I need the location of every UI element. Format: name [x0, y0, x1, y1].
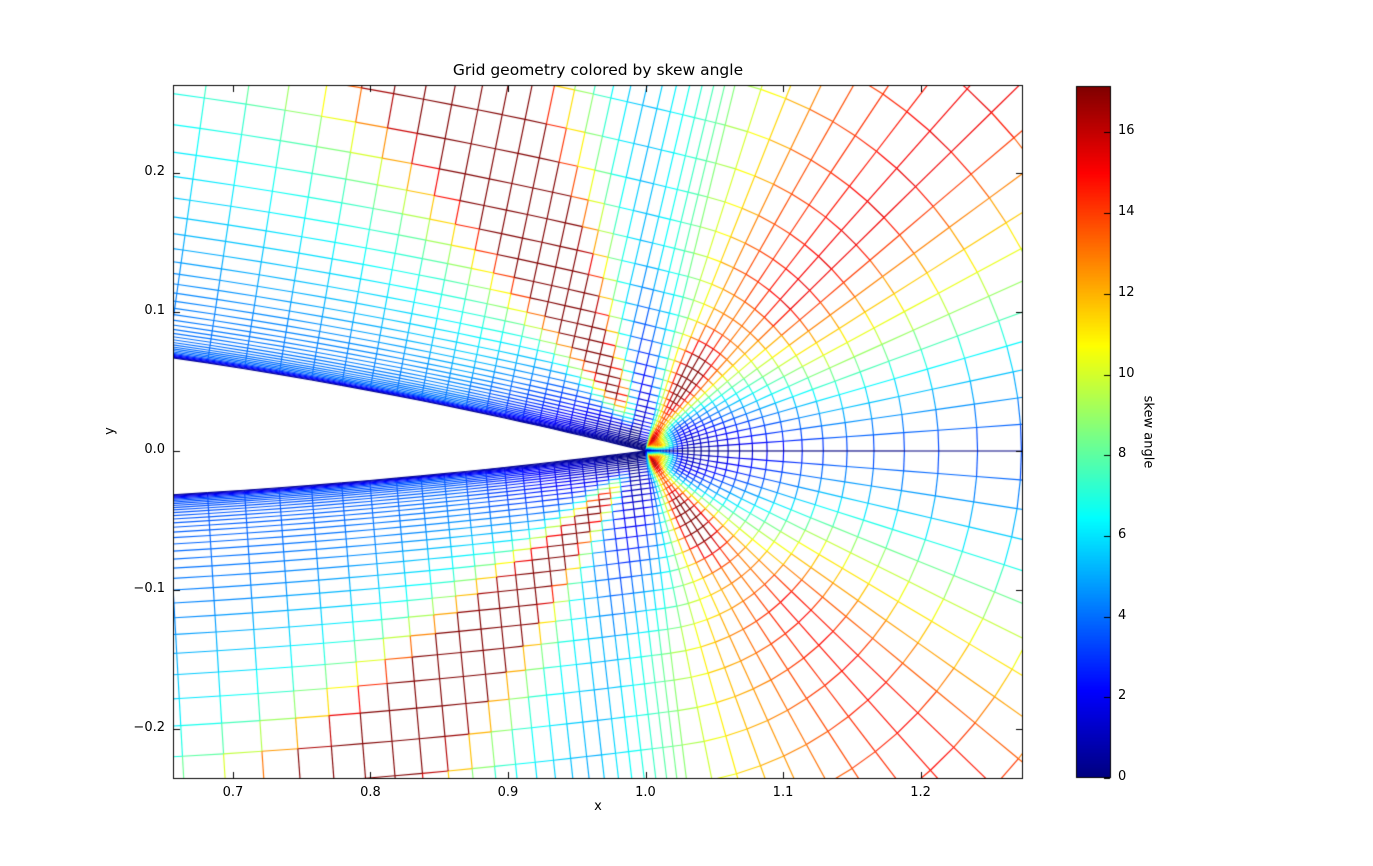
x-tick-label: 1.0: [635, 785, 656, 800]
x-tick-label: 0.8: [360, 785, 381, 800]
x-tick-label: 0.9: [497, 785, 519, 800]
x-axis-label: x: [594, 799, 602, 814]
y-tick-label: 0.1: [144, 302, 165, 318]
y-tick-label: 0.0: [144, 441, 165, 457]
colorbar-tick-label: 4: [1118, 607, 1127, 623]
x-tick-label: 0.7: [222, 785, 244, 800]
colorbar-tick-label: 14: [1118, 204, 1135, 220]
colorbar-tick-label: 16: [1118, 123, 1135, 139]
y-axis-label: y: [102, 427, 118, 435]
y-tick-label: −0.2: [133, 719, 165, 735]
plot-title: Grid geometry colored by skew angle: [452, 61, 744, 79]
x-tick-label: 1.1: [772, 785, 794, 800]
x-tick-label: 1.2: [910, 785, 931, 800]
y-tick-label: 0.2: [144, 163, 165, 179]
colorbar-tick-label: 12: [1118, 284, 1135, 300]
colorbar-tick-label: 2: [1118, 688, 1127, 704]
colorbar-tick-label: 10: [1118, 365, 1135, 381]
colorbar-tick-label: 6: [1118, 526, 1127, 542]
colorbar-label: skew angle: [1140, 395, 1156, 469]
y-tick-label: −0.1: [133, 580, 165, 596]
colorbar-tick-label: 0: [1118, 769, 1127, 784]
colorbar-tick-label: 8: [1118, 446, 1127, 462]
